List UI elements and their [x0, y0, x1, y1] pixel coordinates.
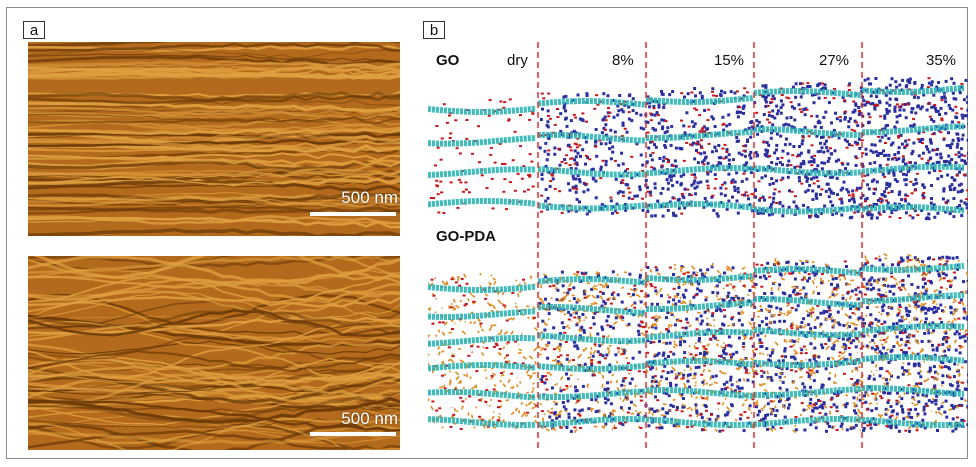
column-label-8: 8%: [612, 52, 634, 69]
sem-image-top: 500 nm: [28, 42, 400, 236]
scale-bar-top: [310, 212, 396, 216]
md-snapshot-go-pda: [428, 250, 968, 450]
panel-label-b: b: [423, 21, 445, 39]
column-label-15: 15%: [714, 52, 745, 69]
md-snapshot-go: [428, 72, 968, 232]
row-label-go-pda: GO-PDA: [436, 228, 496, 245]
column-label-35: 35%: [926, 52, 957, 69]
row-label-go: GO: [436, 52, 460, 69]
column-label-27: 27%: [819, 52, 850, 69]
column-label-dry: dry: [507, 52, 528, 69]
scale-label-bottom: 500 nm: [341, 409, 398, 428]
panel-label-a: a: [23, 21, 45, 39]
scale-label-top: 500 nm: [341, 188, 398, 207]
scale-bar-bottom: [310, 432, 396, 436]
sem-image-bottom: 500 nm: [28, 256, 400, 450]
